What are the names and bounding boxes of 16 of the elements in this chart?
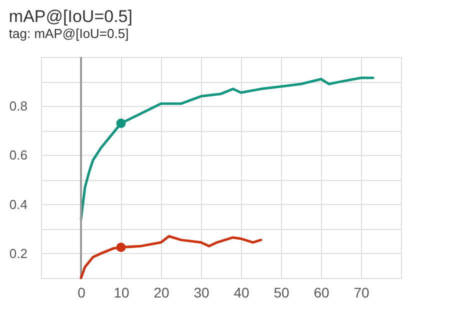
x-tick-label: 20: [154, 284, 170, 300]
x-tick-label: 40: [234, 284, 250, 300]
x-tick-label: 30: [194, 284, 210, 300]
y-tick-label: 0.2: [9, 246, 28, 261]
line-series: [80, 76, 374, 220]
x-tick-label: 70: [354, 284, 370, 300]
y-tick-label: 0.4: [9, 196, 28, 212]
x-tick-label: 0: [78, 284, 86, 300]
y-tick-label: 0.6: [9, 148, 28, 163]
chart-title: mAP@[IoU=0.5]: [8, 7, 132, 26]
x-tick-label: 50: [274, 284, 290, 300]
chart-subtitle: tag: mAP@[IoU=0.5]: [8, 26, 129, 41]
x-tick-label: 60: [314, 284, 330, 300]
y-tick-label: 0.8: [9, 98, 28, 114]
x-tick-label: 10: [114, 284, 130, 300]
line-series: [80, 235, 262, 280]
